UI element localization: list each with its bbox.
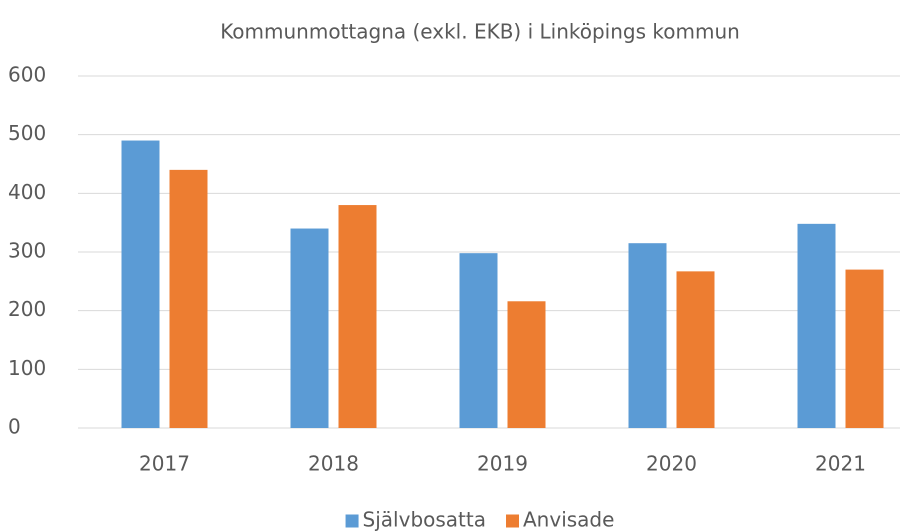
bar — [338, 205, 377, 428]
x-tick-label: 2017 — [139, 452, 190, 476]
bar — [121, 140, 160, 429]
x-tick-label: 2020 — [646, 452, 697, 476]
bar — [676, 271, 715, 428]
bar — [628, 243, 667, 428]
y-tick-label: 200 — [8, 297, 46, 321]
legend-swatch — [506, 514, 520, 528]
x-tick-label: 2021 — [815, 452, 866, 476]
x-tick-label: 2018 — [308, 452, 359, 476]
y-tick-label: 300 — [8, 239, 46, 263]
bar — [459, 253, 498, 428]
bar — [507, 301, 546, 428]
y-tick-label: 600 — [8, 63, 46, 87]
y-tick-label: 400 — [8, 180, 46, 204]
bar — [290, 228, 329, 428]
x-tick-label: 2019 — [477, 452, 528, 476]
legend-swatch — [345, 514, 359, 528]
y-tick-label: 0 — [8, 415, 21, 439]
y-tick-label: 500 — [8, 121, 46, 145]
y-tick-label: 100 — [8, 356, 46, 380]
legend-label: Anvisade — [523, 508, 614, 531]
chart-title: Kommunmottagna (exkl. EKB) i Linköpings … — [220, 20, 740, 44]
bar — [797, 223, 836, 428]
legend-label: Självbosatta — [363, 508, 486, 531]
bar — [845, 269, 884, 428]
bar — [169, 169, 208, 428]
